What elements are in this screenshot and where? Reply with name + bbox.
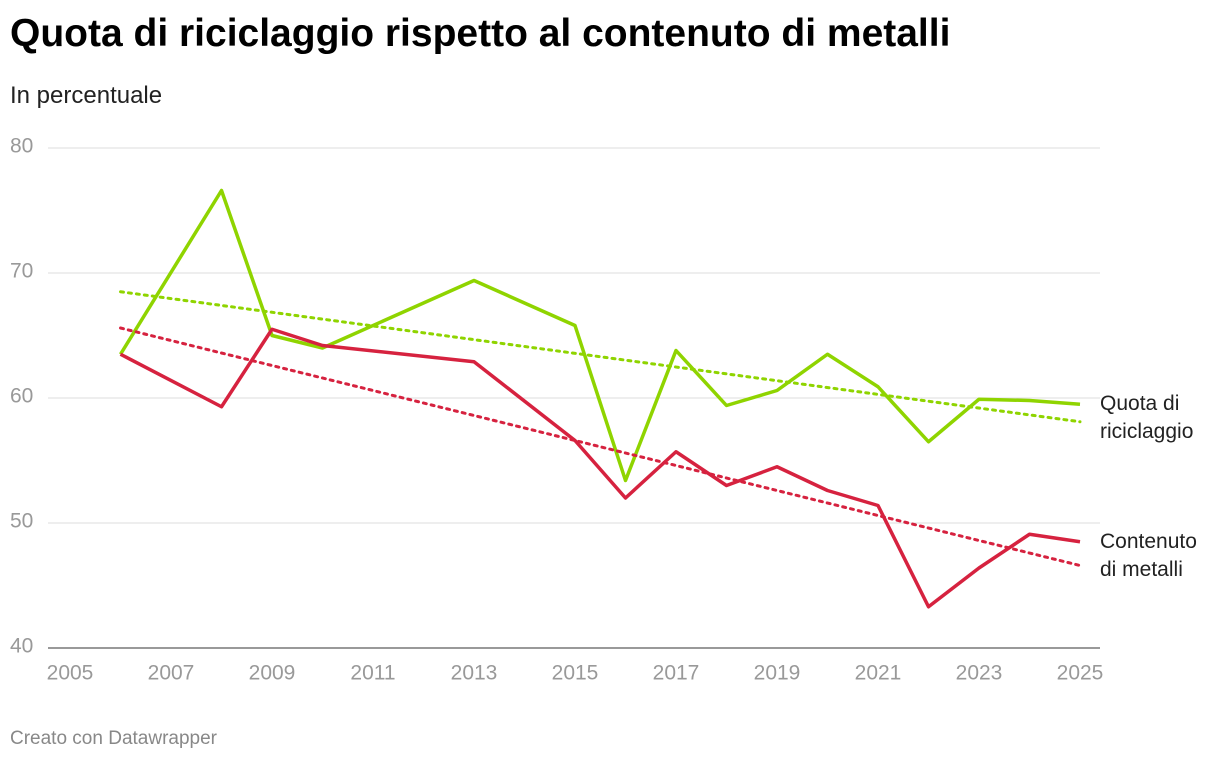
chart-subtitle: In percentuale bbox=[10, 82, 163, 109]
x-tick-label: 2021 bbox=[855, 662, 902, 685]
y-tick-label: 80 bbox=[10, 135, 33, 158]
x-tick-label: 2005 bbox=[47, 662, 94, 685]
trend-line bbox=[119, 290, 1082, 424]
y-tick-label: 40 bbox=[10, 635, 33, 658]
y-tick-label: 70 bbox=[10, 260, 33, 283]
x-tick-label: 2009 bbox=[249, 662, 296, 685]
y-tick-label: 60 bbox=[10, 385, 33, 408]
x-tick-label: 2019 bbox=[754, 662, 801, 685]
series-line bbox=[119, 327, 1081, 609]
series-label: Quota di riciclaggio bbox=[1100, 392, 1194, 444]
x-tick-label: 2017 bbox=[653, 662, 700, 685]
x-tick-label: 2025 bbox=[1057, 662, 1104, 685]
x-tick-label: 2023 bbox=[956, 662, 1003, 685]
y-tick-label: 50 bbox=[10, 510, 33, 533]
trend-line bbox=[119, 326, 1082, 567]
series-label: Contenuto di metalli bbox=[1100, 529, 1197, 581]
x-tick-label: 2007 bbox=[148, 662, 195, 685]
x-tick-label: 2011 bbox=[350, 662, 395, 685]
series-line bbox=[119, 188, 1081, 483]
x-tick-label: 2015 bbox=[552, 662, 599, 685]
chart-title: Quota di riciclaggio rispetto al contenu… bbox=[10, 12, 951, 55]
x-tick-label: 2013 bbox=[451, 662, 498, 685]
footer: Creato con Datawrapper bbox=[10, 728, 217, 749]
